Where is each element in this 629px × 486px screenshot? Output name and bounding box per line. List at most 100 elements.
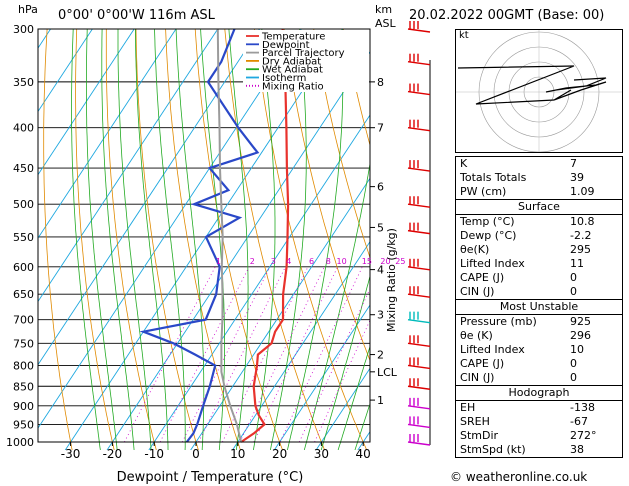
mixing-ratio-label: 4 <box>286 257 291 266</box>
legend-label: Wet Adiabat <box>262 65 323 76</box>
wind-barb-icon <box>407 229 431 235</box>
dry-adiabat-line <box>135 29 199 450</box>
mixing-ratio-label: 6 <box>309 257 314 266</box>
wind-barb-icon <box>407 342 431 348</box>
index-row: Totals Totals 39 <box>456 171 622 185</box>
legend-label: Dewpoint <box>262 40 310 51</box>
dry-adiabat-line <box>283 29 370 362</box>
mu-row: θe (K) 296 <box>456 329 622 343</box>
pressure-tick-label: 550 <box>13 231 34 244</box>
isotherm-line <box>190 177 370 450</box>
pressure-tick-label: 350 <box>13 76 34 89</box>
wind-barb-icon <box>407 423 431 429</box>
mu-label: Pressure (mb) <box>460 315 537 328</box>
hodograph-trace <box>545 77 607 101</box>
hodo-param-row: SREH -67 <box>456 415 622 429</box>
hodo-param-value: -138 <box>570 401 595 414</box>
wet-adiabat-line <box>320 274 370 450</box>
surface-label: θe(K) <box>460 243 490 256</box>
mixing-ratio-line <box>314 319 370 443</box>
wind-barb-icon <box>407 364 431 370</box>
wind-barb-icon <box>407 126 431 132</box>
mu-value: 925 <box>570 315 591 328</box>
hodo-param-label: StmDir <box>460 429 499 442</box>
pressure-tick-label: 750 <box>13 337 34 350</box>
wind-barb-icon <box>407 293 431 298</box>
km-tick-label: 2 <box>377 349 384 362</box>
surface-row: Dewp (°C) -2.2 <box>456 229 622 243</box>
wet-adiabat-line <box>117 29 152 450</box>
wet-adiabat-line <box>134 29 169 450</box>
km-tick-label: 8 <box>377 76 384 89</box>
plot-frame <box>37 28 371 443</box>
hodograph-title: Hodograph <box>456 385 622 401</box>
surface-value: 295 <box>570 243 591 256</box>
wind-barb-icon <box>407 266 431 271</box>
index-label: PW (cm) <box>460 185 507 198</box>
index-value: 7 <box>570 157 577 170</box>
hodo-param-value: 38 <box>570 443 584 456</box>
surface-value: 10.8 <box>570 215 595 228</box>
mixing-ratio-label: 20 <box>380 257 390 266</box>
wind-barb-icon <box>407 385 431 390</box>
mixing-ratio-label: 15 <box>362 257 372 266</box>
mixing-ratio-line <box>124 266 216 443</box>
wind-barb-icon <box>407 441 431 446</box>
hodograph-trace <box>457 65 575 105</box>
pressure-tick-label: 600 <box>13 261 34 274</box>
hodo-param-row: StmSpd (kt) 38 <box>456 443 622 457</box>
mixing-ratio-label: 8 <box>326 257 331 266</box>
km-tick-label: LCL <box>377 366 398 379</box>
hodo-param-row: StmDir 272° <box>456 429 622 443</box>
mu-row: CIN (J) 0 <box>456 371 622 385</box>
parcel-trajectory-line <box>216 29 243 443</box>
mu-row: Pressure (mb) 925 <box>456 315 622 329</box>
km-tick-label: 5 <box>377 221 384 234</box>
surface-label: Temp (°C) <box>460 215 515 228</box>
surface-row: θe(K) 295 <box>456 243 622 257</box>
mu-label: CAPE (J) <box>460 357 505 370</box>
legend-background <box>243 30 369 92</box>
mu-row: CAPE (J) 0 <box>456 357 622 371</box>
hpa-label: hPa <box>18 3 38 16</box>
hodo-param-label: EH <box>460 401 476 414</box>
mu-label: CIN (J) <box>460 371 495 384</box>
km-tick-label: 3 <box>377 309 384 322</box>
mixing-ratio-label: 25 <box>395 257 405 266</box>
hodo-param-label: StmSpd (kt) <box>460 443 526 456</box>
legend-label: Isotherm <box>262 73 306 84</box>
mixing-ratio-line <box>253 266 339 443</box>
surface-row: CAPE (J) 0 <box>456 271 622 285</box>
wind-barb-icon <box>407 167 431 172</box>
dry-adiabat-line <box>313 29 370 259</box>
mu-label: Lifted Index <box>460 343 525 356</box>
mu-value: 0 <box>570 371 577 384</box>
location-label: 0°00' 0°00'W 116m ASL <box>58 8 215 23</box>
surface-title: Surface <box>456 199 622 215</box>
mixing-ratio-line <box>279 266 363 443</box>
asl-label: ASL <box>375 17 396 30</box>
wet-adiabat-line <box>228 29 249 450</box>
km-tick-label: 7 <box>377 122 384 135</box>
surface-row: CIN (J) 0 <box>456 285 622 299</box>
legend-label: Dry Adiabat <box>262 56 321 67</box>
isotherm-line <box>315 367 370 450</box>
pressure-tick-label: 500 <box>13 198 34 211</box>
mixing-ratio-label: 10 <box>337 257 347 266</box>
dry-adiabat-line <box>254 29 368 450</box>
legend-label: Parcel Trajectory <box>262 48 345 59</box>
legend-label: Mixing Ratio <box>262 81 324 92</box>
surface-label: Lifted Index <box>460 257 525 270</box>
mixing-ratio-line <box>239 266 325 443</box>
dry-adiabat-line <box>224 29 326 450</box>
x-tick-label: 10 <box>230 447 245 461</box>
km-label: km <box>375 3 393 16</box>
pressure-tick-label: 1000 <box>6 436 34 449</box>
wet-adiabat-line <box>71 29 101 450</box>
dry-adiabat-line <box>105 29 157 450</box>
surface-value: 11 <box>570 257 584 270</box>
pressure-tick-label: 450 <box>13 162 34 175</box>
isotherm-line <box>38 29 177 239</box>
surface-value: 0 <box>570 285 577 298</box>
